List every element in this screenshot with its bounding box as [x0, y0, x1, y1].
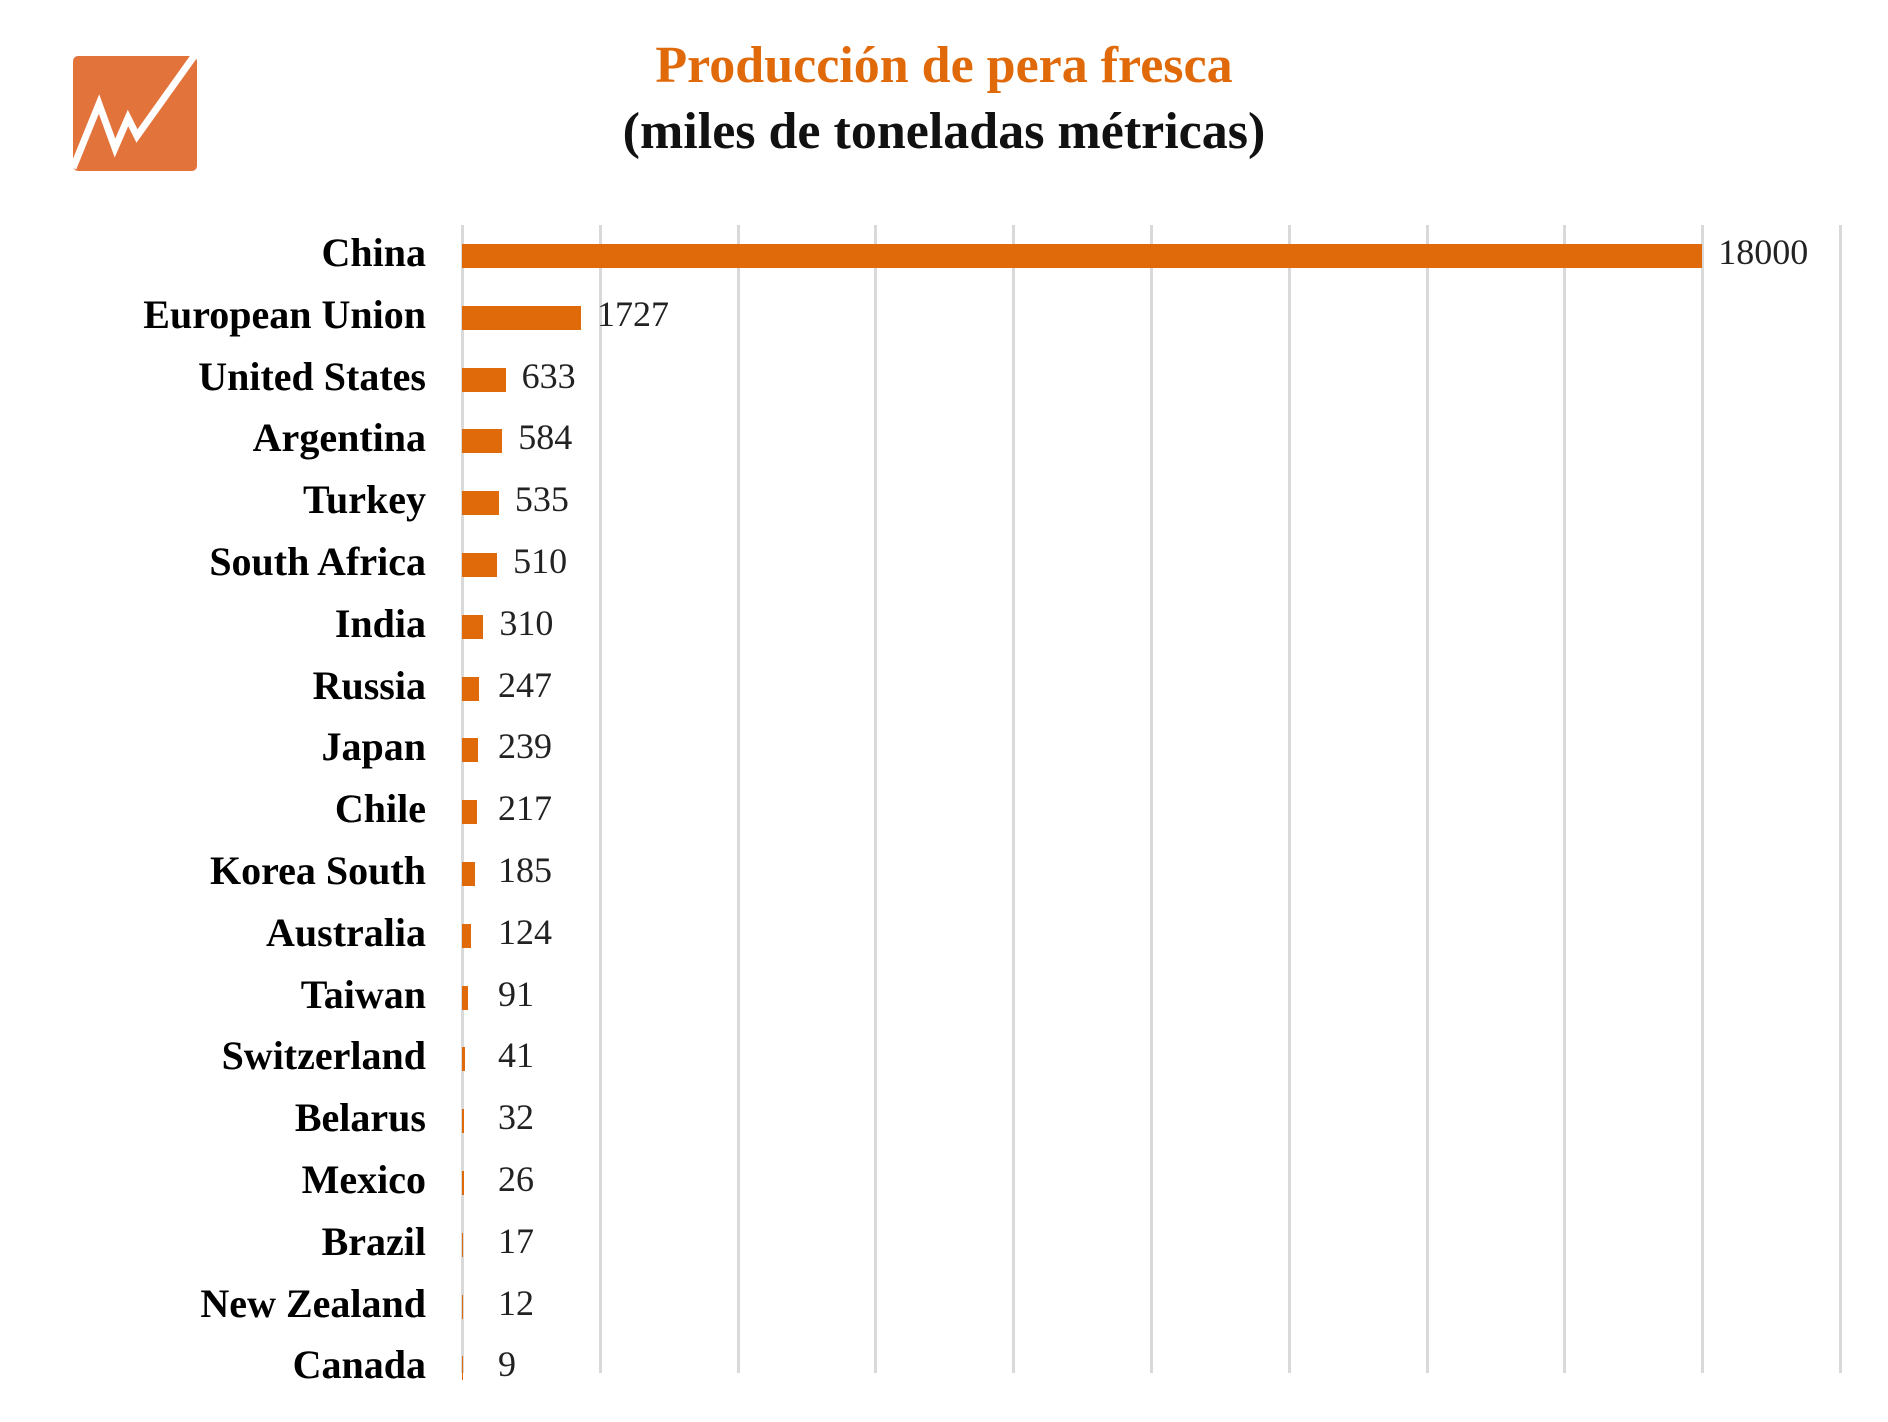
data-label: 91	[498, 973, 534, 1014]
category-label: United States	[198, 353, 426, 399]
bar-row: 26	[462, 1152, 1840, 1214]
gridline	[736, 225, 740, 1373]
gridline	[1839, 225, 1842, 1373]
data-label: 510	[513, 541, 568, 581]
bar	[462, 1109, 465, 1134]
gridline	[1563, 225, 1567, 1373]
data-label: 124	[498, 911, 552, 952]
gridline	[598, 225, 602, 1373]
gridline	[1012, 225, 1016, 1373]
data-label: 17	[498, 1220, 534, 1261]
category-label: China	[321, 230, 427, 275]
category-label: Taiwan	[300, 971, 426, 1017]
category-label: Belarus	[294, 1095, 426, 1141]
bar	[462, 800, 477, 825]
data-label: 41	[498, 1035, 534, 1076]
category-label: Switzerland	[221, 1033, 426, 1079]
gridline	[1425, 225, 1429, 1373]
category-label: Turkey	[302, 477, 426, 523]
bar-row: 217	[462, 781, 1840, 843]
bar-row: 12	[462, 1276, 1840, 1338]
trend-chart-icon	[73, 56, 197, 171]
bar	[462, 367, 506, 392]
bar	[462, 244, 1703, 268]
bar	[462, 1294, 463, 1319]
bar	[462, 429, 503, 454]
chart-subtitle: (miles de toneladas métricas)	[622, 103, 1266, 160]
data-label: 310	[499, 602, 554, 643]
gridline	[1287, 225, 1291, 1373]
data-label: 217	[498, 788, 552, 829]
bar-row: 633	[462, 349, 1840, 411]
category-label: New Zealand	[200, 1280, 426, 1326]
gridline	[874, 225, 878, 1373]
bar-row: 91	[462, 967, 1840, 1029]
plot-area: 18000 1727 633 584 535 510 310 247 239 217 185 124 9…	[461, 225, 1842, 1384]
bar	[462, 305, 581, 330]
category-label: Japan	[321, 724, 427, 770]
bar-row: 17	[462, 1214, 1840, 1276]
category-label: Chile	[334, 786, 426, 832]
bar-row: 32	[462, 1090, 1840, 1152]
bar	[462, 862, 475, 886]
data-label: 535	[514, 479, 569, 520]
category-label: Canada	[292, 1342, 426, 1388]
data-label: 239	[498, 726, 552, 767]
bar	[462, 1171, 464, 1195]
category-label: European Union	[143, 291, 426, 337]
bar-row: 124	[462, 905, 1840, 967]
gridline	[461, 225, 464, 1373]
bar-row: 18000	[462, 225, 1840, 287]
gridline	[1150, 225, 1153, 1373]
bar	[462, 553, 498, 577]
category-label: India	[334, 600, 426, 646]
data-label: 18000	[1718, 232, 1809, 272]
bar	[462, 614, 484, 639]
bar	[462, 923, 471, 948]
bar-row: 9	[462, 1337, 1840, 1399]
bar	[462, 985, 469, 1010]
data-label: 26	[498, 1159, 534, 1199]
bar	[462, 491, 499, 516]
category-label: Korea South	[210, 848, 426, 893]
gridline	[1701, 225, 1705, 1373]
bar-row: 535	[462, 472, 1840, 534]
data-label: 9	[498, 1344, 516, 1385]
chart-title: Producción de pera fresca	[655, 37, 1233, 94]
category-label: South Africa	[209, 539, 426, 584]
bar	[462, 676, 480, 701]
category-label: Argentina	[252, 415, 426, 461]
data-label: 633	[521, 355, 576, 396]
data-label: 247	[498, 664, 552, 705]
data-label: 32	[498, 1097, 534, 1138]
data-label: 1727	[596, 293, 669, 334]
bar	[462, 1232, 464, 1257]
data-label: 185	[498, 850, 552, 890]
bar	[462, 1047, 465, 1072]
bar-row: 310	[462, 596, 1840, 658]
category-label: Russia	[312, 662, 426, 708]
bar-row: 584	[462, 410, 1840, 472]
bar-row: 185	[462, 843, 1840, 905]
bar-row: 239	[462, 719, 1840, 781]
bar-row: 247	[462, 658, 1840, 720]
category-label: Brazil	[321, 1218, 426, 1264]
bar-row: 510	[462, 534, 1840, 596]
data-label: 584	[518, 417, 573, 458]
bar-row: 1727	[462, 287, 1840, 349]
data-label: 12	[498, 1282, 534, 1323]
category-label: Australia	[266, 909, 426, 955]
bar-row: 41	[462, 1028, 1840, 1090]
category-label: Mexico	[301, 1157, 426, 1202]
bar	[462, 738, 479, 763]
bar	[462, 1356, 463, 1381]
